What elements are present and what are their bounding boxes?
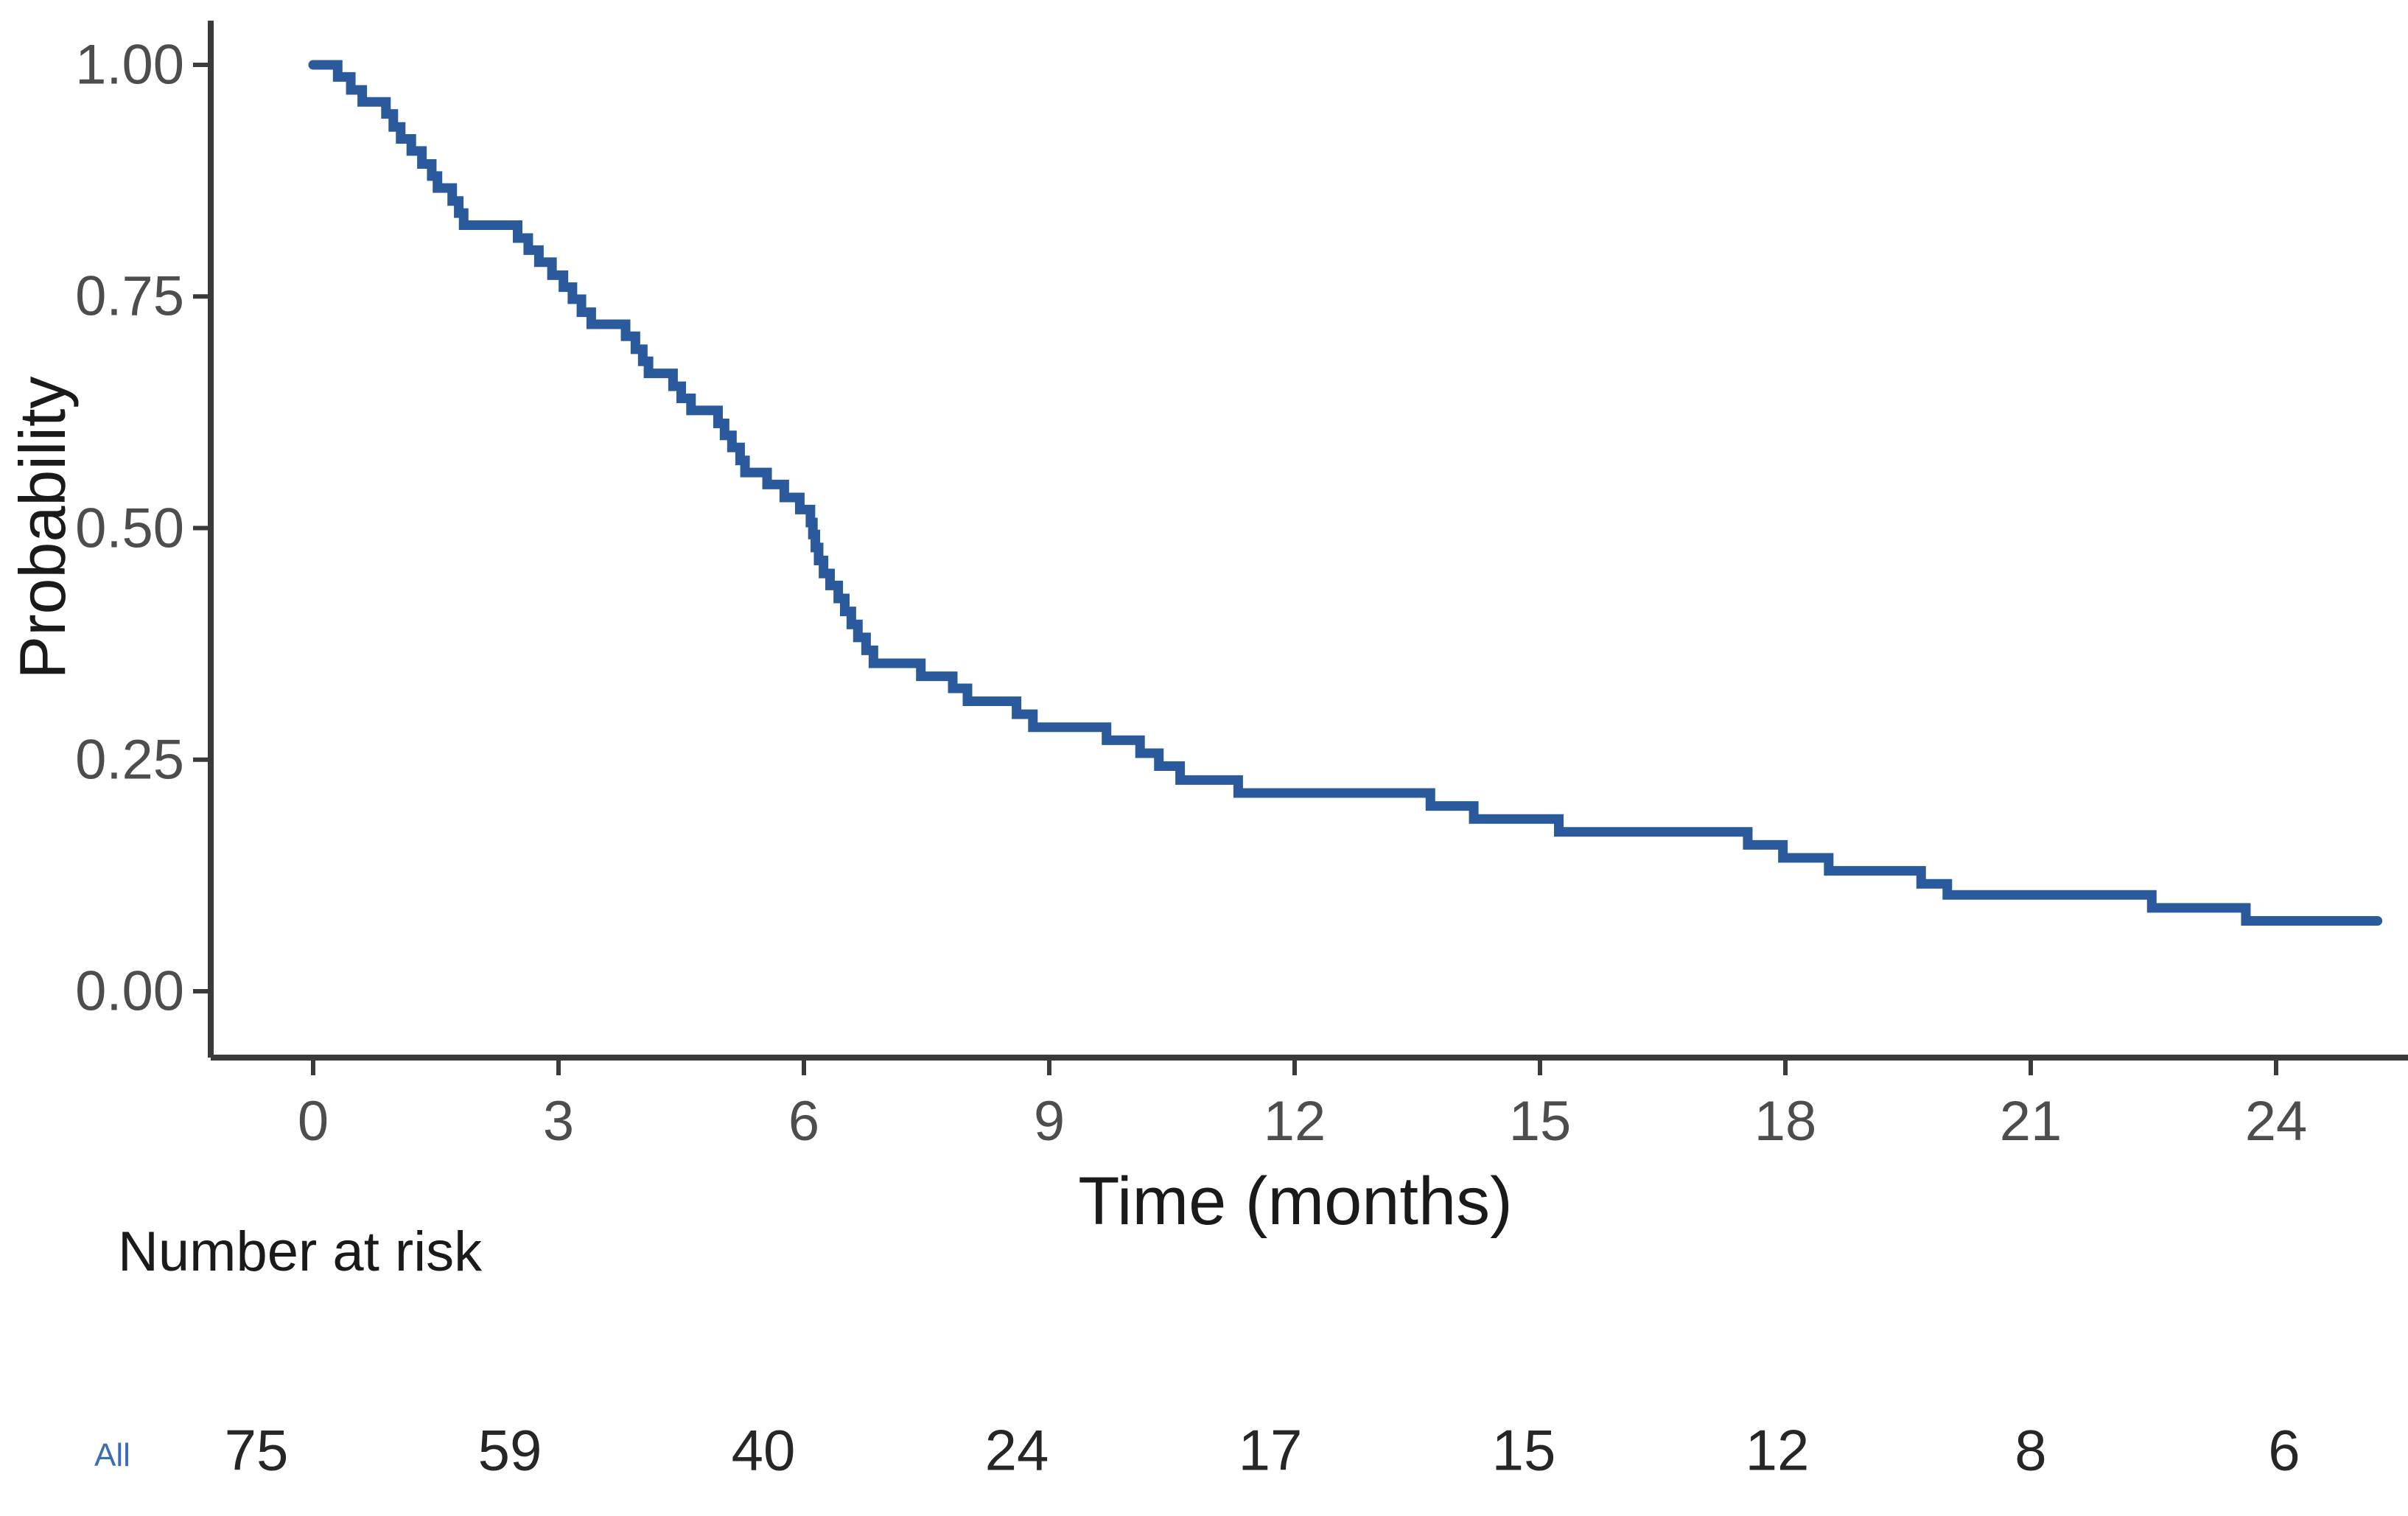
x-axis-title: Time (months) bbox=[1078, 1164, 1513, 1239]
ytick-label: 1.00 bbox=[75, 33, 184, 97]
xtick-label: 21 bbox=[1999, 1090, 2062, 1153]
xtick-label: 15 bbox=[1508, 1090, 1572, 1153]
risk-count: 8 bbox=[2015, 1417, 2047, 1483]
risk-count: 59 bbox=[477, 1417, 542, 1483]
ytick-label: 0.50 bbox=[75, 497, 184, 559]
ytick-label: 0.00 bbox=[75, 960, 184, 1023]
risk-count: 15 bbox=[1491, 1417, 1556, 1483]
y-axis-title: Probability bbox=[6, 376, 79, 680]
xtick-label: 6 bbox=[788, 1090, 820, 1153]
xtick-label: 0 bbox=[297, 1090, 329, 1153]
risk-count: 12 bbox=[1745, 1417, 1810, 1483]
ytick-label: 0.75 bbox=[75, 265, 184, 328]
risk-count: 40 bbox=[731, 1417, 796, 1483]
xtick-label: 24 bbox=[2244, 1090, 2308, 1153]
xtick-label: 12 bbox=[1263, 1090, 1326, 1153]
survival-curve bbox=[308, 60, 2383, 926]
risk-table-title: Number at risk bbox=[118, 1220, 483, 1283]
xtick-label: 3 bbox=[542, 1090, 575, 1153]
xtick-label: 18 bbox=[1754, 1090, 1817, 1153]
xtick-label: 9 bbox=[1033, 1090, 1065, 1153]
risk-count: 6 bbox=[2268, 1417, 2300, 1483]
risk-count: 24 bbox=[984, 1417, 1049, 1483]
ytick-label: 0.25 bbox=[75, 728, 184, 792]
axes-layer bbox=[193, 21, 2408, 1075]
risk-table-group-label: All bbox=[94, 1437, 130, 1473]
risk-count: 75 bbox=[224, 1417, 289, 1483]
risk-count: 17 bbox=[1238, 1417, 1303, 1483]
